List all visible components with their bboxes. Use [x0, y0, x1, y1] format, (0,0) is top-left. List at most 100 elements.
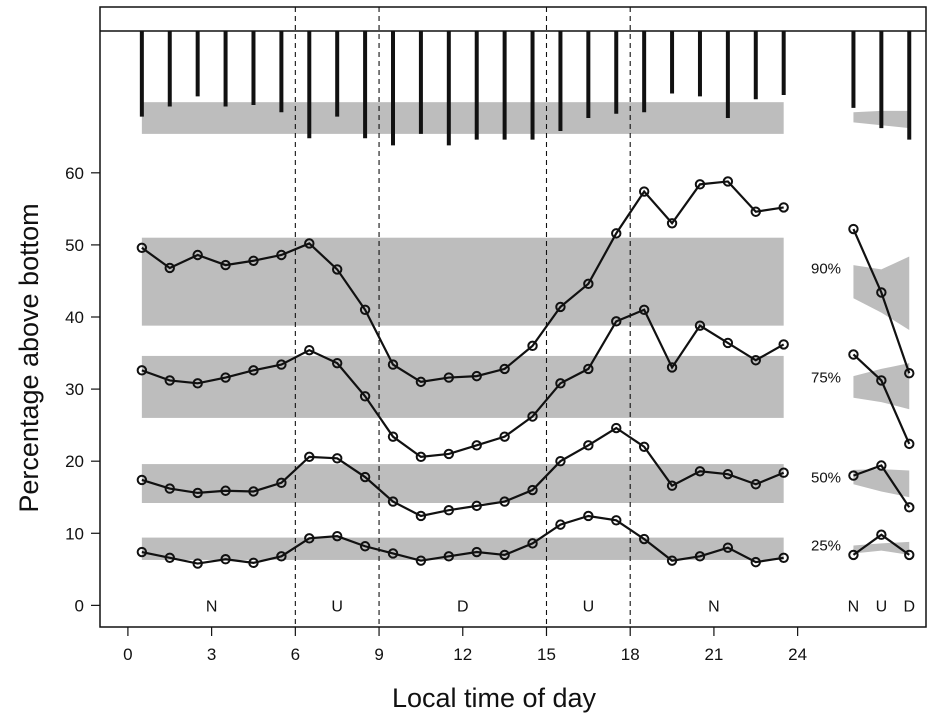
data-point — [499, 363, 510, 375]
data-point — [192, 558, 203, 569]
data-point — [276, 551, 287, 562]
data-point — [304, 238, 315, 249]
data-point — [527, 411, 538, 422]
data-point — [136, 474, 148, 486]
data-point — [359, 304, 371, 315]
data-point — [555, 519, 566, 530]
bands-layer — [141, 102, 910, 560]
data-point — [555, 301, 566, 313]
side-band-2 — [853, 469, 910, 498]
labels-layer: 25%50%75%90%N U D U N N U D — [206, 260, 915, 615]
percentile-label: 25% — [811, 537, 841, 554]
series-lines — [136, 176, 915, 569]
data-point — [192, 378, 203, 389]
side-band-3 — [853, 363, 910, 410]
side-point — [904, 549, 915, 561]
data-point — [136, 365, 148, 376]
data-point — [331, 264, 343, 275]
data-point — [666, 555, 678, 566]
y-tick-label: 30 — [65, 380, 84, 399]
data-point — [694, 320, 706, 331]
data-point — [694, 466, 706, 477]
depth-band — [141, 102, 784, 134]
data-point — [471, 440, 482, 451]
side-line-2 — [853, 464, 911, 508]
x-tick-label: 6 — [291, 645, 300, 664]
data-point — [638, 186, 650, 197]
x-tick-label: 0 — [123, 645, 132, 664]
data-point — [750, 206, 761, 217]
band-2 — [141, 464, 784, 503]
data-point — [638, 441, 650, 452]
data-point — [276, 249, 287, 261]
data-point — [276, 477, 287, 489]
data-point — [722, 542, 734, 553]
data-point — [611, 515, 622, 526]
data-point — [164, 375, 175, 386]
data-point — [694, 551, 706, 562]
side-line-4 — [852, 228, 911, 374]
x-tick-label: 21 — [704, 645, 723, 664]
data-point — [192, 249, 203, 261]
y-tick-label: 10 — [65, 524, 84, 543]
data-point — [220, 372, 231, 383]
side-line-1 — [852, 533, 910, 556]
side-point — [876, 375, 887, 386]
data-point — [443, 372, 455, 383]
data-point — [248, 365, 259, 376]
data-point — [304, 533, 315, 544]
side-point — [848, 549, 859, 561]
period-dividers — [294, 7, 631, 627]
data-point — [499, 431, 510, 442]
data-point — [248, 255, 259, 266]
data-point — [387, 496, 399, 507]
data-point — [415, 376, 427, 388]
data-point — [778, 202, 789, 213]
data-point — [443, 505, 455, 516]
data-point — [611, 316, 622, 327]
side-point — [876, 529, 887, 540]
data-point — [527, 484, 538, 496]
data-point — [415, 510, 427, 522]
side-point — [876, 287, 887, 298]
period-label: D — [457, 598, 469, 615]
data-point — [443, 551, 455, 562]
data-point — [248, 486, 259, 497]
x-tick-label: 12 — [453, 645, 472, 664]
band-4 — [141, 237, 784, 326]
y-tick-label: 0 — [75, 596, 84, 615]
data-point — [666, 480, 678, 491]
data-point — [220, 485, 231, 496]
data-point — [164, 483, 175, 494]
data-point — [778, 467, 789, 478]
y-tick-label: 20 — [65, 452, 84, 471]
data-point — [750, 556, 761, 568]
side-point — [904, 438, 915, 450]
data-point — [359, 471, 371, 483]
data-point — [583, 440, 594, 451]
data-point — [164, 262, 175, 274]
percentile-label: 90% — [811, 260, 841, 277]
data-point — [750, 355, 761, 366]
period-label: U — [331, 598, 343, 615]
data-point — [666, 362, 678, 373]
x-tick-label: 18 — [621, 645, 640, 664]
side-period-label: D — [903, 598, 915, 615]
data-point — [722, 468, 734, 480]
data-point — [331, 530, 343, 542]
data-point — [583, 510, 594, 522]
x-tick-label: 24 — [788, 645, 807, 664]
band-3 — [141, 355, 784, 418]
data-point — [527, 340, 538, 352]
x-tick-label: 15 — [537, 645, 556, 664]
data-point — [722, 176, 734, 187]
side-point — [848, 349, 859, 360]
data-point — [331, 357, 343, 369]
data-point — [471, 546, 482, 558]
side-point — [848, 223, 859, 235]
data-point — [164, 552, 175, 563]
data-point — [555, 378, 566, 389]
side-line-3 — [852, 353, 911, 445]
y-tick-label: 40 — [65, 308, 84, 327]
